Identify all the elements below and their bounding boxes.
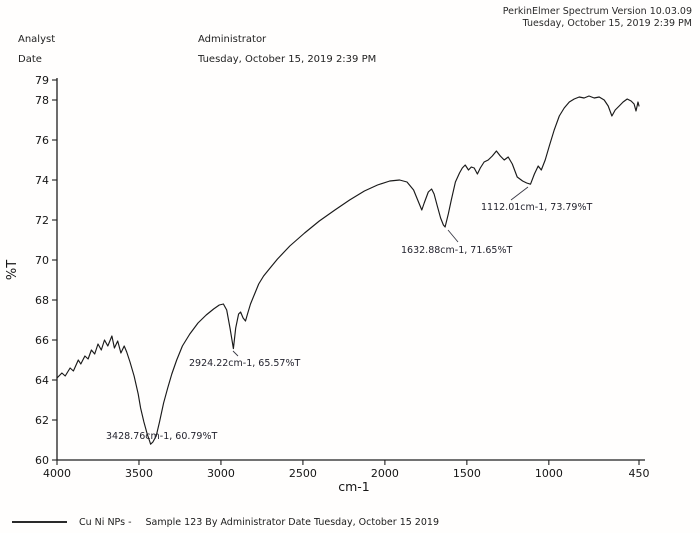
y-tick-label: 68 bbox=[35, 294, 49, 307]
spectrum-curve bbox=[56, 95, 640, 445]
peak-leader-line bbox=[447, 229, 459, 243]
legend-line-swatch bbox=[12, 521, 67, 523]
x-tick-label: 3500 bbox=[125, 467, 153, 480]
chart-legend: Cu Ni NPs - Sample 123 By Administrator … bbox=[12, 513, 439, 531]
axes bbox=[56, 78, 645, 461]
y-tick-label: 74 bbox=[35, 174, 49, 187]
legend-description: Sample 123 By Administrator Date Tuesday… bbox=[145, 516, 439, 528]
peak-annotation: 3428.76cm-1, 60.79%T bbox=[106, 431, 217, 442]
y-axis-title: %T bbox=[5, 260, 20, 280]
date-value: Tuesday, October 15, 2019 2:39 PM bbox=[198, 54, 377, 65]
analyst-value: Administrator bbox=[198, 34, 267, 45]
software-version: PerkinElmer Spectrum Version 10.03.09 bbox=[502, 6, 692, 17]
y-tick-label: 66 bbox=[35, 334, 49, 347]
y-tick-label: 64 bbox=[35, 374, 49, 387]
x-tick-label: 450 bbox=[629, 467, 650, 480]
x-tick-label: 3000 bbox=[207, 467, 235, 480]
x-tick-label: 2500 bbox=[289, 467, 317, 480]
report-timestamp: Tuesday, October 15, 2019 2:39 PM bbox=[522, 18, 692, 29]
software-header: PerkinElmer Spectrum Version 10.03.09 Tu… bbox=[503, 6, 692, 30]
y-tick-label: 76 bbox=[35, 134, 49, 147]
peak-leader-line bbox=[510, 186, 529, 201]
meta-labels: Analyst Date bbox=[18, 30, 55, 70]
y-tick-label: 60 bbox=[35, 454, 49, 467]
y-tick-label: 72 bbox=[35, 214, 49, 227]
peak-annotation: 1632.88cm-1, 71.65%T bbox=[401, 245, 512, 256]
y-tick-label: 79 bbox=[35, 74, 49, 87]
y-tick-label: 62 bbox=[35, 414, 49, 427]
y-tick-label: 78 bbox=[35, 94, 49, 107]
date-label: Date bbox=[18, 54, 42, 65]
y-tick-label: 70 bbox=[35, 254, 49, 267]
x-tick-label: 4000 bbox=[43, 467, 71, 480]
x-tick-label: 1500 bbox=[453, 467, 481, 480]
peak-annotation: 2924.22cm-1, 65.57%T bbox=[189, 358, 300, 369]
peak-annotation: 1112.01cm-1, 73.79%T bbox=[481, 202, 592, 213]
legend-series-name: Cu Ni NPs - bbox=[79, 516, 132, 528]
analyst-label: Analyst bbox=[18, 34, 56, 45]
meta-values: Administrator Tuesday, October 15, 2019 … bbox=[198, 30, 376, 70]
x-tick-label: 2000 bbox=[371, 467, 399, 480]
x-axis-title: cm-1 bbox=[338, 479, 370, 494]
x-tick-label: 1000 bbox=[535, 467, 563, 480]
peak-leader-line bbox=[232, 350, 239, 357]
